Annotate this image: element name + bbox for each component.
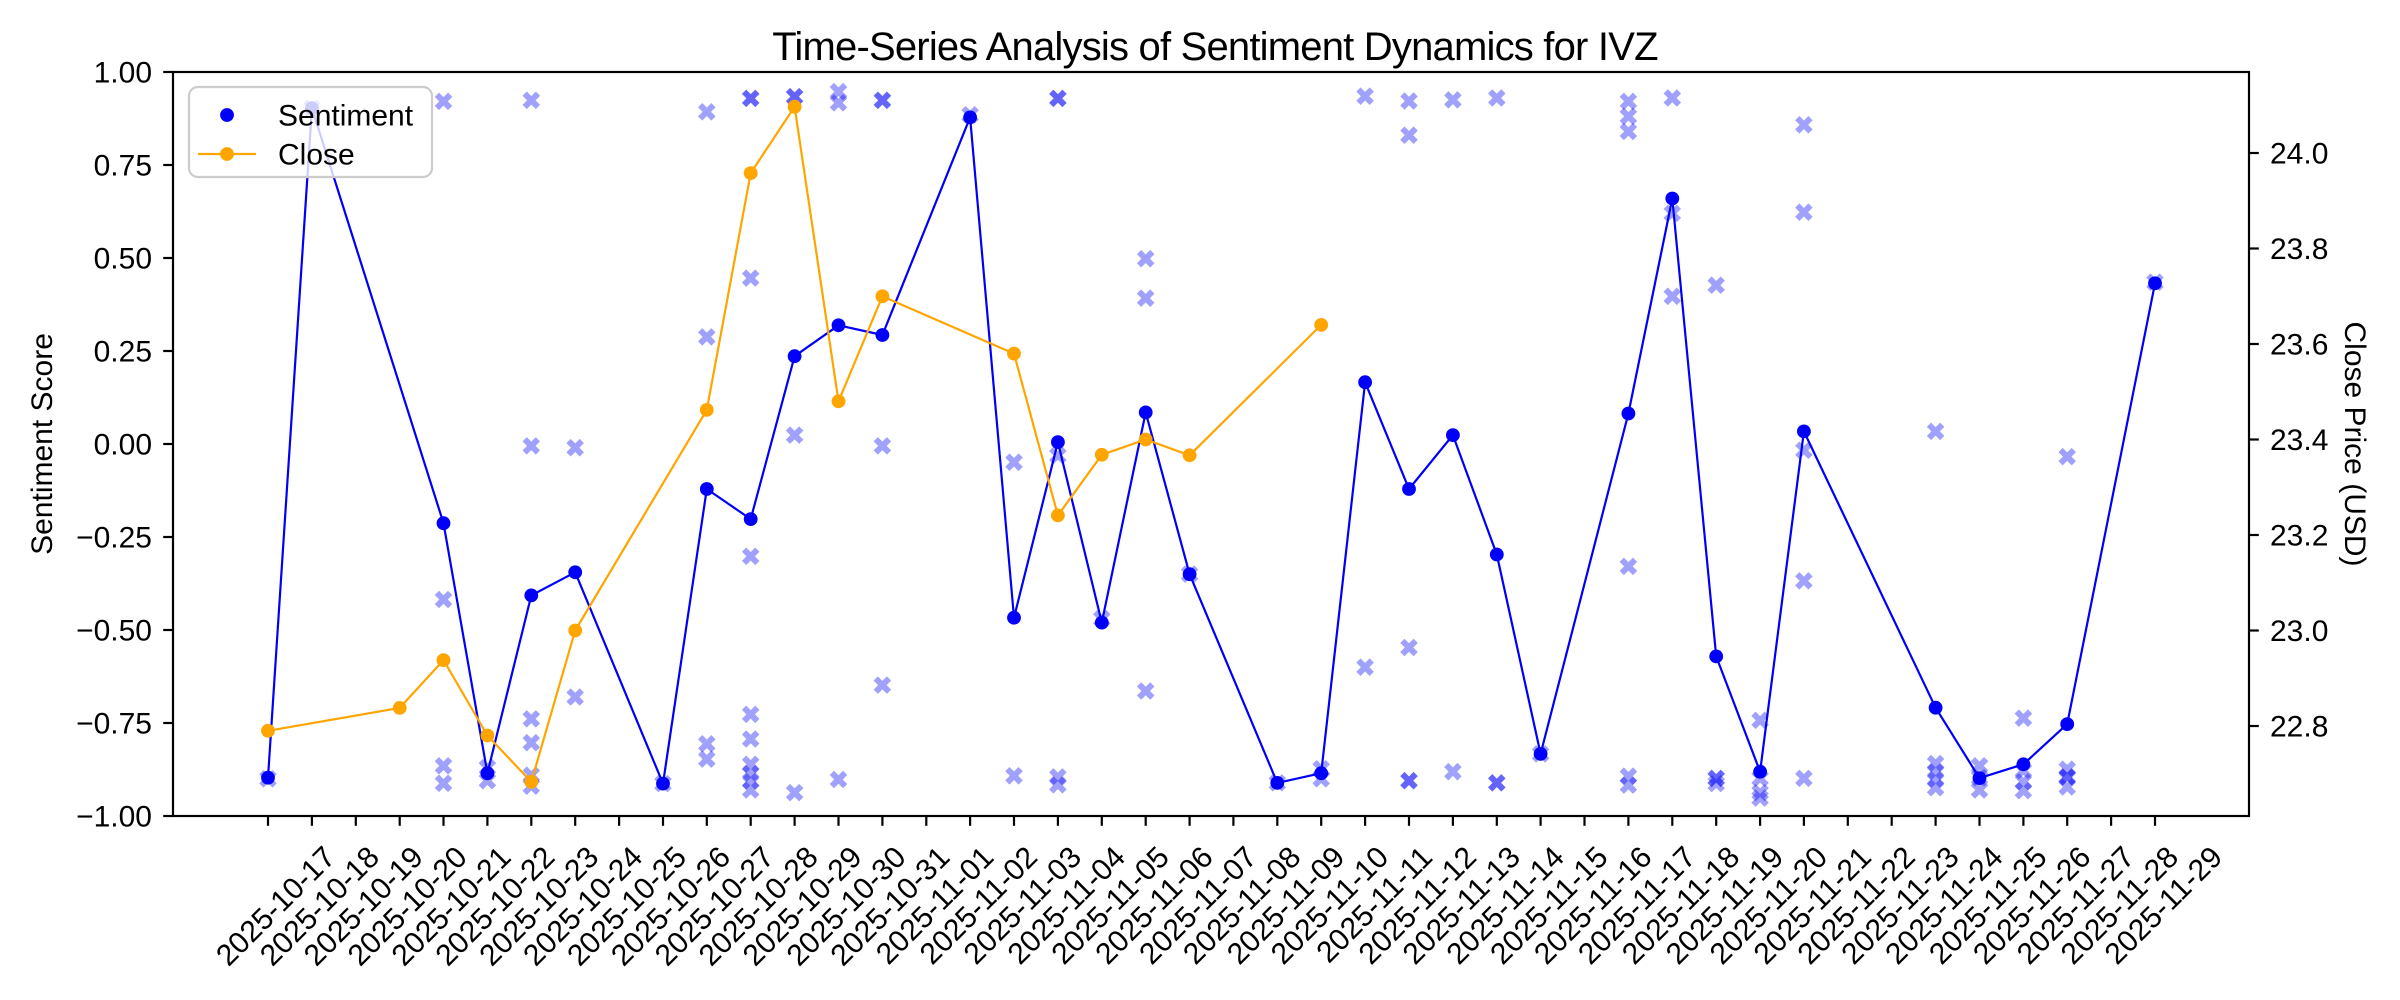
svg-text:1.00: 1.00 — [94, 57, 152, 90]
svg-text:23.4: 23.4 — [2270, 424, 2328, 457]
svg-text:−0.50: −0.50 — [76, 615, 152, 648]
svg-text:0.50: 0.50 — [94, 243, 152, 276]
svg-text:24.0: 24.0 — [2270, 138, 2328, 171]
svg-text:23.6: 23.6 — [2270, 329, 2328, 362]
svg-text:Sentiment Score: Sentiment Score — [26, 333, 59, 555]
svg-text:22.8: 22.8 — [2270, 711, 2328, 744]
svg-text:−0.75: −0.75 — [76, 708, 152, 741]
svg-text:Close Price (USD): Close Price (USD) — [2338, 321, 2371, 566]
svg-text:0.00: 0.00 — [94, 429, 152, 462]
svg-text:Sentiment: Sentiment — [278, 100, 414, 133]
svg-text:23.8: 23.8 — [2270, 233, 2328, 266]
svg-text:23.0: 23.0 — [2270, 615, 2328, 648]
svg-text:Time-Series Analysis of Sentim: Time-Series Analysis of Sentiment Dynami… — [772, 25, 1658, 69]
svg-text:Close: Close — [278, 139, 355, 172]
svg-text:−0.25: −0.25 — [76, 522, 152, 555]
svg-text:23.2: 23.2 — [2270, 520, 2328, 553]
svg-text:−1.00: −1.00 — [76, 801, 152, 834]
svg-text:0.25: 0.25 — [94, 336, 152, 369]
svg-text:0.75: 0.75 — [94, 150, 152, 183]
